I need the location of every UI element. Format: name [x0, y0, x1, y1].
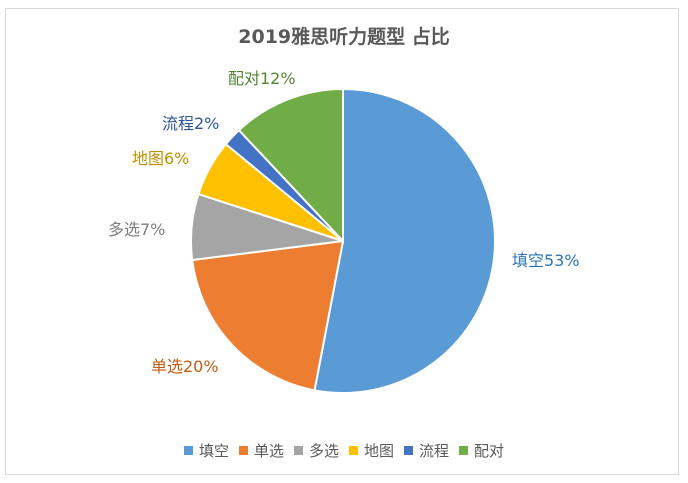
legend-label: 地图 [364, 442, 395, 460]
legend-swatch-icon [238, 446, 248, 455]
chart-title: 2019雅思听力题型 占比 [238, 26, 450, 48]
legend-swatch-icon [349, 446, 358, 455]
data-label: 填空53% [512, 251, 580, 270]
data-label: 多选7% [108, 220, 166, 239]
legend-label: 多选 [308, 442, 339, 460]
legend-label: 配对 [474, 442, 505, 460]
legend-label: 流程 [419, 442, 450, 460]
legend-label: 单选 [253, 442, 284, 460]
legend: 填空 单选 多选 地图 流程 配对 [0, 440, 688, 461]
pie-slice-5 [237, 87, 344, 244]
pie-slice-1 [191, 239, 345, 392]
legend-swatch-icon [293, 446, 303, 455]
data-label: 流程2% [162, 114, 220, 133]
legend-item: 流程 [404, 440, 449, 461]
legend-swatch-icon [183, 446, 193, 455]
pie-slice-0 [313, 87, 496, 394]
legend-swatch-icon [404, 446, 414, 455]
data-label: 配对12% [228, 69, 296, 88]
legend-item: 填空 [183, 440, 229, 461]
legend-item: 配对 [459, 440, 504, 461]
legend-label: 填空 [198, 442, 229, 460]
legend-item: 多选 [293, 440, 339, 461]
data-label: 地图6% [132, 149, 190, 168]
legend-item: 地图 [349, 440, 394, 461]
legend-swatch-icon [459, 446, 469, 455]
data-label: 单选20% [151, 357, 219, 376]
legend-item: 单选 [238, 440, 284, 461]
